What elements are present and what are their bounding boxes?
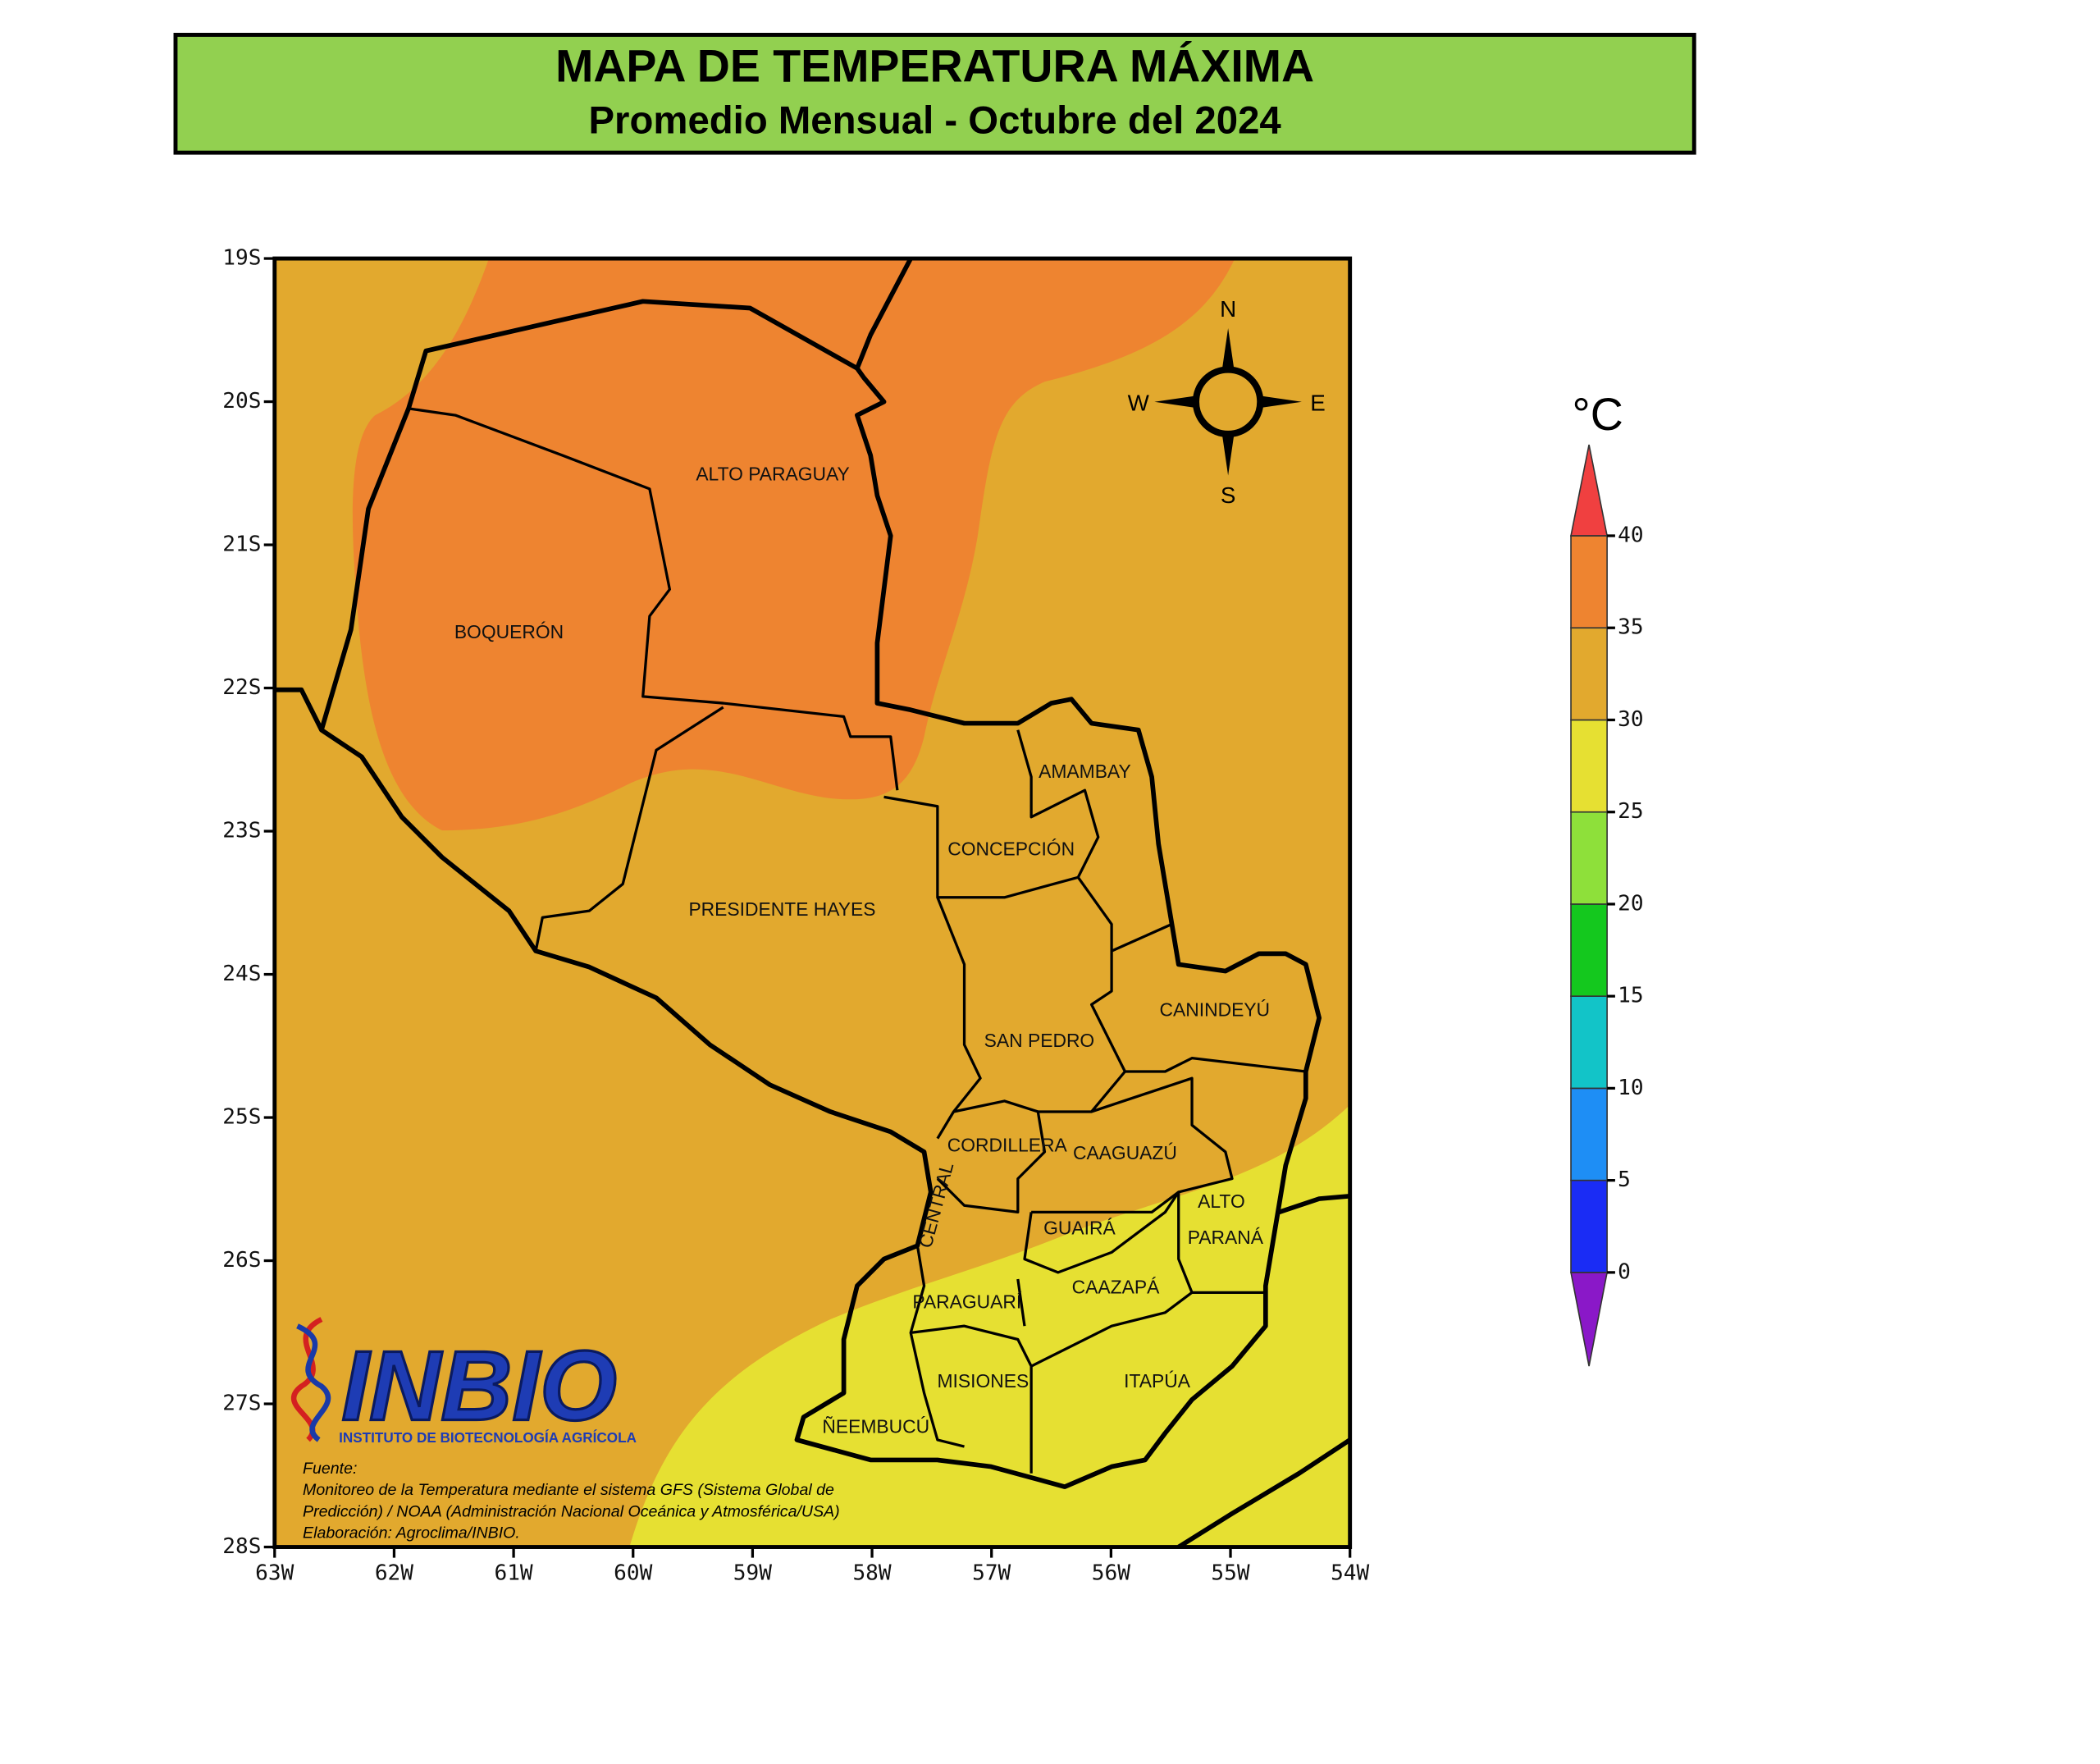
region-label: GUAIRÁ bbox=[1043, 1218, 1116, 1239]
legend-tick-label: 10 bbox=[1618, 1076, 1643, 1100]
logo-icon bbox=[291, 1317, 331, 1442]
lat-label: 24S bbox=[222, 962, 261, 986]
lon-label: 59W bbox=[733, 1561, 772, 1586]
region-border bbox=[936, 1099, 1047, 1214]
region-border bbox=[936, 897, 982, 1140]
lat-label: 27S bbox=[222, 1392, 261, 1416]
legend-over bbox=[1570, 444, 1609, 537]
lon-label: 54W bbox=[1331, 1561, 1369, 1586]
legend-tick-label: 25 bbox=[1618, 799, 1643, 824]
region-label: MISIONES bbox=[938, 1370, 1029, 1392]
title-box bbox=[173, 32, 1696, 155]
subtitle: Promedio Mensual - Octubre del 2024 bbox=[588, 99, 1281, 143]
lon-label: 62W bbox=[375, 1561, 413, 1586]
lon-label: 63W bbox=[255, 1561, 294, 1586]
lat-label: 20S bbox=[222, 389, 261, 414]
legend-tick-label: 30 bbox=[1618, 707, 1643, 732]
temperature-zone-25-30 bbox=[629, 1104, 1350, 1547]
region-border bbox=[883, 729, 1100, 899]
region-label: CORDILLERA bbox=[947, 1134, 1068, 1155]
region-border bbox=[1023, 1190, 1266, 1294]
region-label: ÑEEMBUCÚ bbox=[822, 1415, 929, 1437]
compass-north: N bbox=[1220, 296, 1236, 322]
lon-label: 55W bbox=[1211, 1561, 1249, 1586]
legend-tick-label: 40 bbox=[1618, 523, 1643, 547]
region-border bbox=[534, 706, 724, 952]
compass-rose bbox=[1154, 327, 1302, 476]
region-border bbox=[1076, 876, 1306, 1073]
lat-label: 21S bbox=[222, 532, 261, 557]
lon-label: 57W bbox=[972, 1561, 1011, 1586]
temperature-zone-35-40 bbox=[352, 258, 1235, 831]
compass-west: W bbox=[1128, 390, 1150, 415]
compass-south: S bbox=[1221, 482, 1236, 508]
lat-label: 22S bbox=[222, 675, 261, 700]
legend-band bbox=[1570, 535, 1608, 629]
logo-name: INBIO bbox=[341, 1330, 617, 1441]
legend: °C 0 5 10 15 20 25 30 35 40 bbox=[1570, 389, 1644, 1367]
lat-label: 23S bbox=[222, 819, 261, 843]
legend-band bbox=[1570, 1179, 1608, 1273]
region-label: CONCEPCIÓN bbox=[947, 839, 1075, 860]
lat-label: 28S bbox=[222, 1534, 261, 1559]
title: MAPA DE TEMPERATURA MÁXIMA bbox=[555, 41, 1314, 92]
legend-tick-label: 0 bbox=[1618, 1259, 1631, 1284]
lat-label: 25S bbox=[222, 1105, 261, 1130]
legend-under bbox=[1570, 1272, 1609, 1367]
region-label: ALTO PARAGUAY bbox=[696, 464, 849, 485]
legend-tick-label: 20 bbox=[1618, 891, 1643, 916]
source-line: Monitoreo de la Temperatura mediante el … bbox=[303, 1481, 834, 1499]
region-border bbox=[1031, 1070, 1234, 1214]
region-border bbox=[909, 1245, 1194, 1474]
legend-band bbox=[1570, 719, 1608, 813]
source-line: Elaboración: Agroclima/INBIO. bbox=[303, 1524, 520, 1542]
lon-label: 58W bbox=[852, 1561, 891, 1586]
international-border bbox=[1177, 1437, 1350, 1547]
legend-band bbox=[1570, 1087, 1608, 1181]
map: ALTO PARAGUAY BOQUERÓN PRESIDENTE HAYES … bbox=[272, 256, 1353, 1549]
legend-tick-label: 35 bbox=[1618, 615, 1643, 640]
source-line: Fuente: bbox=[303, 1460, 357, 1478]
logo-subtitle: INSTITUTO DE BIOTECNOLOGÍA AGRÍCOLA bbox=[339, 1429, 637, 1446]
region-label: PARANÁ bbox=[1188, 1227, 1264, 1248]
country-border bbox=[274, 299, 1322, 1489]
region-label: ALTO bbox=[1198, 1190, 1245, 1212]
legend-band bbox=[1570, 627, 1608, 721]
region-label: SAN PEDRO bbox=[984, 1030, 1095, 1051]
source-line: Predicción) / NOAA (Administración Nacio… bbox=[303, 1502, 840, 1520]
region-border bbox=[1111, 922, 1173, 953]
legend-tick-label: 15 bbox=[1618, 984, 1643, 1008]
region-label: BOQUERÓN bbox=[454, 621, 564, 642]
region-label: AMAMBAY bbox=[1039, 761, 1131, 782]
lon-label: 60W bbox=[614, 1561, 652, 1586]
lat-label: 19S bbox=[222, 246, 261, 271]
region-label: ITAPÚA bbox=[1124, 1370, 1191, 1392]
region-label: PRESIDENTE HAYES bbox=[688, 898, 875, 920]
legend-band bbox=[1570, 811, 1608, 905]
lon-label: 56W bbox=[1092, 1561, 1130, 1586]
region-label: CAAGUAZÚ bbox=[1073, 1142, 1177, 1163]
legend-tick-label: 5 bbox=[1618, 1168, 1631, 1192]
lon-label: 61W bbox=[495, 1561, 533, 1586]
international-border bbox=[855, 258, 913, 369]
international-border bbox=[1278, 1193, 1350, 1215]
map-frame bbox=[272, 256, 1353, 1549]
legend-band bbox=[1570, 903, 1608, 997]
region-border bbox=[408, 407, 899, 791]
region-label: PARAGUARÍ bbox=[912, 1291, 1022, 1312]
lat-label: 26S bbox=[222, 1248, 261, 1273]
region-label: CANINDEYÚ bbox=[1160, 999, 1271, 1021]
legend-unit: °C bbox=[1573, 389, 1623, 440]
region-label: CAAZAPÁ bbox=[1072, 1276, 1160, 1297]
compass-east: E bbox=[1310, 390, 1326, 415]
legend-band bbox=[1570, 995, 1608, 1090]
